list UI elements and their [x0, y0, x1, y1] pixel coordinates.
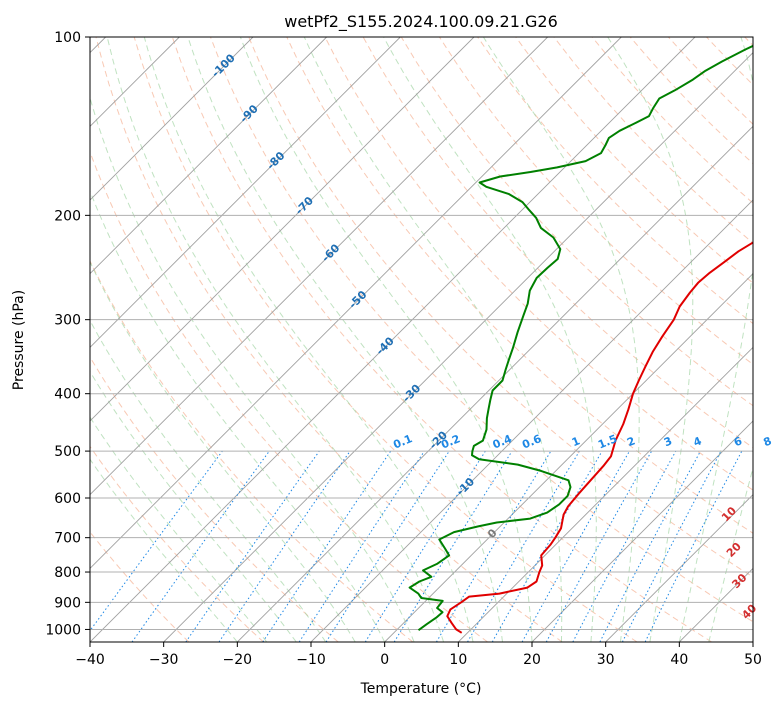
x-tick-label: −30: [149, 652, 179, 668]
moist-adiabat: [90, 416, 268, 642]
moist-adiabat: [187, 37, 503, 642]
isotherm-line: [163, 52, 753, 642]
x-axis-ticks: −40 −30 −20 −10 0 10 20 30 40 50: [75, 642, 762, 668]
y-tick-label: 200: [54, 208, 81, 224]
x-tick-label: 10: [449, 652, 467, 668]
moist-adiabat: [239, 37, 533, 642]
mixing-ratio-line: [521, 450, 630, 642]
isotherm-line: [90, 37, 475, 422]
plot-frame: [89, 36, 754, 643]
dry-adiabat: [95, 37, 563, 642]
profile-series: [408, 44, 753, 634]
isotherm-line: [90, 37, 622, 569]
isotherm-line: [605, 494, 753, 642]
isotherm-line: [90, 37, 327, 275]
dry-adiabat: [286, 37, 753, 534]
dry-adiabat: [90, 445, 264, 642]
dry-adiabat: [248, 37, 753, 578]
x-tick-label: 20: [523, 652, 541, 668]
dry-adiabat: [171, 37, 712, 642]
mixing-ratio-line: [325, 450, 450, 642]
mixing-ratio-line: [218, 450, 351, 642]
mixing-ratio-line: [185, 450, 320, 642]
y-tick-label: 100: [54, 30, 81, 46]
y-tick-label: 800: [54, 565, 81, 581]
x-tick-label: 40: [670, 652, 688, 668]
y-tick-label: 1000: [45, 622, 81, 638]
mixing-ratio-line: [131, 450, 270, 642]
y-tick-label: 600: [54, 491, 81, 507]
x-tick-label: −40: [75, 652, 105, 668]
isotherm-line: [90, 37, 548, 496]
isotherm-line: [458, 346, 753, 642]
mixing-ratio-line: [572, 450, 677, 642]
y-tick-label: 400: [54, 387, 81, 403]
isotherm-line: [90, 37, 254, 201]
moist-adiabat: [106, 37, 445, 642]
isotherm-line: [90, 37, 696, 642]
moist-adiabat: [90, 370, 297, 642]
isotherm-line: [531, 420, 753, 642]
isotherm-line: [237, 125, 753, 642]
x-tick-label: 0: [380, 652, 389, 668]
dewpoint-line: [408, 44, 753, 632]
x-axis-title: Temperature (°C): [360, 681, 482, 697]
mixing-ratio-label: 2: [625, 434, 637, 449]
y-axis-title: Pressure (hPa): [11, 290, 27, 390]
dry-adiabat: [90, 356, 339, 642]
moist-adiabat: [678, 37, 753, 642]
dry-adiabat: [210, 37, 753, 623]
moist-adiabat: [607, 37, 694, 642]
isotherm-line: [384, 273, 753, 642]
moist-adiabat: [90, 189, 386, 642]
chart-title: wetPf2_S155.2024.100.09.21.G26: [284, 12, 558, 32]
moist-adiabat: [90, 458, 238, 642]
mixing-ratio-line: [90, 450, 223, 632]
y-tick-label: 500: [54, 444, 81, 460]
y-axis-ticks: 100 200 300 400 500 600 700 800 900 1000: [45, 30, 90, 638]
moist-adiabat: [482, 37, 640, 642]
moist-adiabat: [383, 37, 597, 642]
dry-adiabat: [90, 259, 414, 642]
mixing-ratio-line: [262, 450, 392, 642]
x-tick-label: −10: [296, 652, 326, 668]
isotherm-line: [752, 641, 753, 642]
mixing-ratio-label: 3: [662, 434, 674, 449]
moist-adiabat: [90, 260, 356, 642]
y-tick-label: 700: [54, 531, 81, 547]
y-tick-label: 900: [54, 595, 81, 611]
moist-adiabat: [303, 37, 563, 642]
moist-adiabat: [90, 319, 327, 642]
x-tick-label: −20: [223, 652, 253, 668]
mixing-ratio-line: [298, 450, 425, 642]
x-tick-label: 50: [744, 652, 762, 668]
temperature-line: [446, 241, 753, 634]
moist-adiabat: [708, 466, 753, 642]
moist-adiabat: [143, 37, 474, 642]
isotherm-line: [90, 37, 401, 348]
y-tick-label: 300: [54, 313, 81, 329]
x-tick-label: 30: [597, 652, 615, 668]
dry-adiabat: [515, 37, 753, 284]
mixing-ratio-label: 8: [761, 434, 773, 449]
mixing-ratio-line: [644, 450, 743, 642]
pressure-gridlines: [90, 37, 753, 630]
mixing-ratio-line: [545, 450, 653, 642]
background-lines: [90, 37, 753, 642]
mixing-ratio-line: [393, 450, 513, 642]
plot-background: [90, 37, 753, 642]
mixing-ratio-label: 1: [570, 434, 582, 449]
dry-adiabat: [133, 37, 638, 642]
isotherm-line: [310, 199, 753, 642]
